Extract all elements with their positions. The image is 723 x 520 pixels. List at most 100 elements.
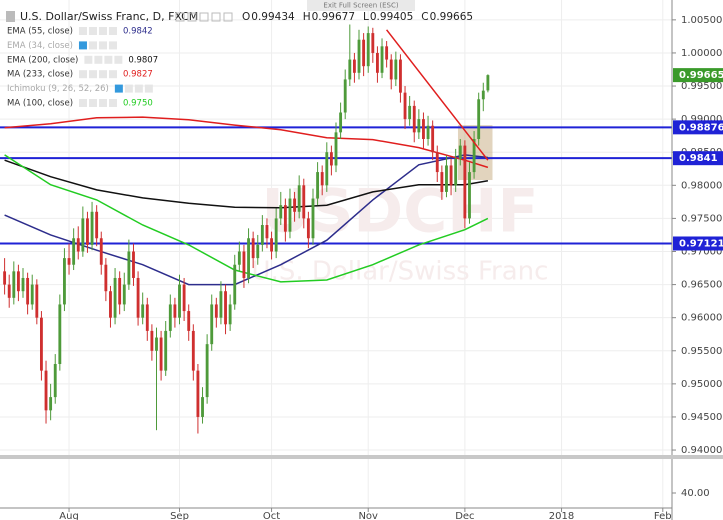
candle-body	[95, 211, 99, 239]
candle-body	[458, 145, 462, 159]
candle-body	[357, 39, 361, 73]
candle-body	[371, 33, 375, 53]
candle-body	[26, 277, 30, 305]
last-price-bg	[673, 68, 723, 83]
legend-icon	[98, 27, 107, 35]
y-tick-label: 0.96000	[681, 313, 722, 324]
candle-body	[265, 225, 269, 239]
candle-body	[274, 218, 278, 252]
candle-body	[403, 92, 407, 120]
candle-body	[477, 99, 481, 139]
legend: EMA (55, close) 0.9842 EMA (34, close) EMA …	[7, 27, 158, 109]
trendline	[386, 29, 489, 161]
candle-body	[201, 397, 204, 417]
candle-body	[334, 132, 338, 166]
x-tick-label: Oct	[263, 511, 280, 520]
candle-body	[394, 59, 398, 80]
candle-body	[53, 364, 57, 398]
candle-body	[191, 330, 195, 371]
legend-name: MA (233, close)	[7, 70, 73, 80]
ohlc-value: 0.99405	[370, 11, 413, 23]
legend-icon	[78, 41, 87, 50]
candle-body	[270, 238, 273, 252]
ohlc-key: L	[363, 11, 369, 23]
candle-body	[320, 172, 324, 186]
x-tick-label: 2018	[549, 511, 574, 520]
exit-button[interactable]: Exit Full Screen (ESC)	[323, 2, 398, 10]
candle-body	[339, 112, 343, 133]
candle-body	[348, 59, 352, 80]
legend-icon	[79, 99, 88, 107]
header-icon	[187, 12, 197, 22]
y-tick-label: 0.99000	[681, 114, 722, 125]
y-tick-label: 0.98000	[681, 180, 722, 191]
x-tick-label: Feb	[654, 511, 672, 520]
indicator-line	[4, 154, 489, 283]
candle-body	[35, 284, 39, 318]
y-tick-label: 0.96500	[681, 280, 722, 291]
exit-button-bg[interactable]	[307, 0, 415, 11]
candle-body	[389, 59, 393, 80]
candle-body	[141, 304, 145, 318]
x-tick-label: Sep	[170, 511, 189, 520]
plot	[0, 24, 672, 434]
legend-icon	[109, 70, 118, 79]
legend-name: EMA (200, close)	[7, 55, 78, 65]
candle-body	[196, 370, 200, 417]
last-price-label: 0.99665	[679, 70, 723, 81]
candle-body	[76, 238, 80, 252]
candle-body	[311, 198, 315, 239]
legend-value: 0.9750	[123, 99, 153, 109]
candle-body	[316, 172, 320, 199]
candle-body	[67, 258, 71, 265]
candle-body	[30, 284, 34, 305]
legend-icon	[124, 84, 133, 93]
legend-icon	[99, 99, 108, 107]
candle-body	[412, 105, 416, 133]
level-label-bg	[673, 236, 723, 251]
candle-body	[72, 238, 76, 265]
legend-name: EMA (55, close)	[7, 27, 73, 37]
candle-body	[63, 258, 66, 305]
legend-name: MA (100, close)	[7, 99, 73, 109]
symbol-title: U.S. Dollar/Swiss Franc, D, FXCM	[20, 10, 198, 23]
y-tick-label: 1.00500	[681, 15, 722, 26]
level-label: 0.97121	[679, 238, 723, 249]
legend-icon	[89, 70, 98, 79]
legend-icon	[114, 84, 123, 93]
ohlc-value: 0.99665	[430, 11, 473, 23]
candle-body	[293, 198, 297, 212]
candle-body	[251, 238, 255, 259]
candle-body	[155, 337, 158, 351]
candle-body	[288, 198, 292, 232]
ohlc-value: 0.99677	[312, 11, 355, 23]
y-tick-label: 0.95000	[681, 379, 722, 390]
y-tick-label: 0.94000	[681, 445, 722, 456]
ohlc-key: C	[421, 11, 428, 23]
level-label: 0.9841	[679, 153, 718, 164]
x-tick-label: Aug	[59, 511, 79, 520]
legend-icon	[98, 41, 107, 50]
legend-icon	[144, 84, 153, 93]
y-tick-label: 1.00000	[681, 48, 722, 59]
x-tick-label: Dec	[455, 511, 474, 520]
legend-icon	[104, 55, 113, 64]
candle-body	[109, 291, 112, 318]
candle-body	[7, 284, 11, 298]
candle-body	[242, 251, 246, 278]
legend-value: 0.9827	[123, 70, 153, 80]
candle-body	[486, 75, 490, 91]
candle-body	[399, 59, 402, 93]
candle-body	[150, 330, 154, 351]
candle-body	[247, 238, 250, 278]
candle-body	[445, 165, 448, 192]
candle-body	[182, 284, 186, 312]
ohlc-key: O	[242, 11, 250, 23]
legend-icon	[84, 55, 93, 64]
candle-body	[104, 264, 108, 292]
header-icon	[211, 12, 221, 22]
candle-body	[375, 52, 379, 73]
candle-body	[472, 138, 476, 173]
candle-body	[431, 125, 435, 153]
